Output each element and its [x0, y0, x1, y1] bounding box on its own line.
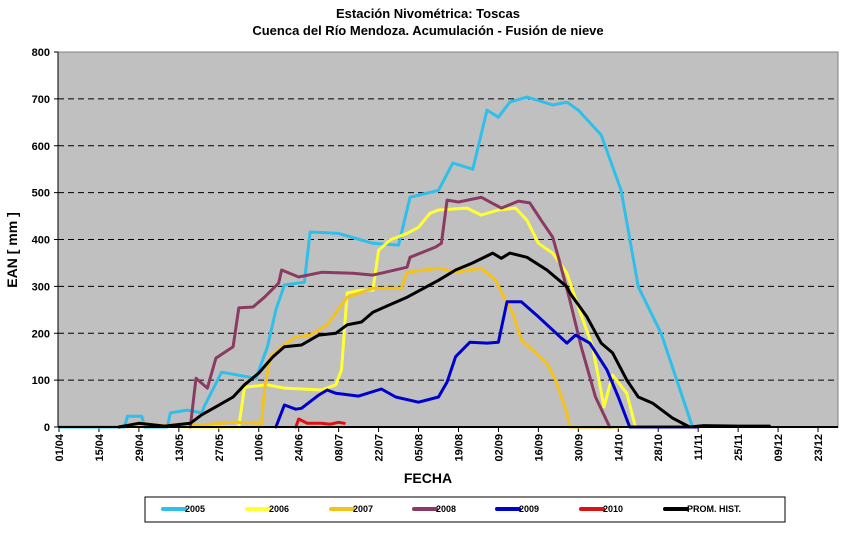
series-line-prom-hist-: [117, 251, 771, 429]
legend-label: 2006: [269, 504, 289, 514]
x-tick-label: 13/05: [174, 434, 186, 462]
x-tick-label: 16/09: [533, 434, 545, 462]
x-tick-label: 10/06: [254, 434, 266, 462]
y-axis-ticks: 0 100 200 300 400 500 600 700 800: [32, 47, 58, 434]
y-axis-label: EAN [ mm ]: [4, 212, 20, 287]
x-axis-label: FECHA: [404, 470, 452, 486]
legend-label: PROM. HIST.: [687, 504, 741, 514]
series-line-2009: [274, 300, 700, 429]
x-tick-label: 14/10: [613, 434, 625, 462]
y-tick-label: 300: [32, 281, 50, 293]
x-tick-label: 29/04: [134, 433, 146, 461]
x-tick-label: 25/11: [733, 434, 745, 461]
x-tick-label: 15/04: [94, 433, 106, 461]
x-tick-label: 27/05: [214, 434, 226, 462]
legend-label: 2009: [519, 504, 539, 514]
series-lines: [57, 95, 771, 429]
series-line-2005: [57, 95, 694, 429]
y-tick-label: 500: [32, 188, 50, 200]
series-line-2010: [294, 417, 346, 429]
x-tick-label: 02/09: [493, 434, 505, 462]
y-tick-label: 600: [32, 141, 50, 153]
series-line-2007: [126, 266, 620, 429]
y-tick-label: 0: [44, 422, 50, 434]
x-tick-label: 24/06: [294, 434, 306, 462]
legend-label: 2005: [185, 504, 205, 514]
x-tick-label: 23/12: [813, 434, 825, 462]
gridlines: [58, 98, 838, 381]
legend: 2005 2006 2007 2008 2009 2010 PROM. HIST.: [161, 504, 741, 514]
chart-subtitle: Cuenca del Río Mendoza. Acumulación - Fu…: [252, 23, 603, 38]
x-tick-label: 09/12: [773, 434, 785, 462]
y-tick-label: 200: [32, 328, 50, 340]
chart-title: Estación Nivométrica: Toscas: [336, 6, 520, 21]
x-axis-ticks: 01/04 15/04 29/04 13/05 27/05 10/06 24/06 08/07…: [54, 427, 825, 462]
y-tick-label: 400: [32, 235, 50, 247]
legend-label: 2007: [353, 504, 373, 514]
x-tick-label: 19/08: [453, 434, 465, 462]
x-tick-label: 11/11: [693, 434, 705, 460]
legend-label: 2008: [436, 504, 456, 514]
y-tick-label: 700: [32, 94, 50, 106]
series-line-2008: [188, 195, 612, 429]
x-tick-label: 01/04: [54, 433, 66, 461]
x-tick-label: 22/07: [374, 434, 386, 462]
legend-label: 2010: [603, 504, 623, 514]
y-tick-label: 100: [32, 375, 50, 387]
x-tick-label: 05/08: [414, 434, 426, 462]
y-tick-label: 800: [32, 47, 50, 59]
x-tick-label: 30/09: [573, 434, 585, 462]
x-tick-label: 08/07: [334, 434, 346, 462]
x-tick-label: 28/10: [653, 434, 665, 462]
